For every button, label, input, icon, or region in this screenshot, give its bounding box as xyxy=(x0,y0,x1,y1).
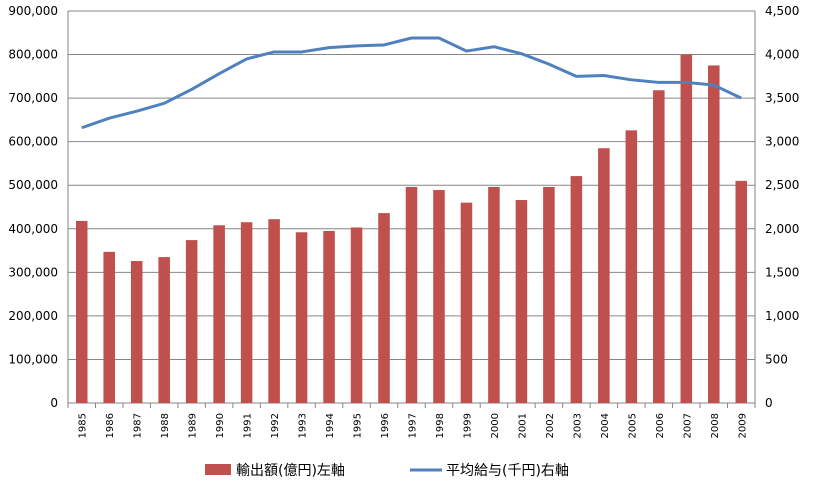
bar xyxy=(130,261,143,403)
bar xyxy=(460,202,473,403)
x-tick-label: 2009 xyxy=(737,413,748,438)
left-tick-label: 700,000 xyxy=(8,91,58,105)
right-tick-label: 500 xyxy=(765,352,788,366)
left-tick-label: 200,000 xyxy=(8,309,58,323)
bar xyxy=(598,148,610,403)
x-tick-label: 2002 xyxy=(545,413,556,438)
bar xyxy=(433,190,445,403)
legend-bar-label: 輸出額(億円)左軸 xyxy=(236,463,345,479)
x-tick-label: 1997 xyxy=(408,413,419,438)
x-tick-label: 2001 xyxy=(517,413,528,438)
x-tick-label: 1994 xyxy=(325,413,336,438)
bar xyxy=(570,176,583,403)
bar xyxy=(625,130,638,403)
x-tick-label: 1999 xyxy=(462,413,473,438)
x-tick-label: 1990 xyxy=(215,413,226,438)
x-tick-label: 2005 xyxy=(627,413,638,438)
x-tick-label: 2000 xyxy=(490,413,501,438)
bar xyxy=(268,219,280,403)
bar xyxy=(680,54,693,404)
x-tick-label: 1993 xyxy=(298,413,309,438)
x-tick-label: 1995 xyxy=(353,413,364,438)
right-tick-label: 4,500 xyxy=(765,4,799,18)
right-tick-label: 3,500 xyxy=(765,91,799,105)
legend: 輸出額(億円)左軸 平均給与(千円)右軸 xyxy=(205,463,569,479)
left-tick-label: 0 xyxy=(50,396,58,410)
right-tick-label: 2,500 xyxy=(765,178,799,192)
bar xyxy=(543,186,555,403)
x-tick-label: 1996 xyxy=(380,413,391,438)
bar-series xyxy=(75,54,748,404)
bar xyxy=(350,227,363,403)
right-tick-label: 0 xyxy=(765,396,773,410)
x-tick-label: 1985 xyxy=(78,413,89,438)
left-tick-label: 900,000 xyxy=(8,4,58,18)
right-tick-label: 4,000 xyxy=(765,48,799,62)
line-series xyxy=(81,36,742,130)
bar xyxy=(240,222,253,403)
right-tick-label: 1,000 xyxy=(765,309,799,323)
bar xyxy=(735,180,748,403)
bar xyxy=(488,186,500,403)
x-tick-label: 1998 xyxy=(435,413,446,438)
x-tick-label: 1991 xyxy=(243,413,254,438)
x-tick-label: 1986 xyxy=(105,413,116,438)
bar xyxy=(103,251,115,403)
bar xyxy=(295,232,308,403)
left-tick-label: 400,000 xyxy=(8,222,58,236)
x-tick-label: 1988 xyxy=(160,413,171,438)
legend-bar-swatch xyxy=(205,464,231,475)
x-tick-label: 2004 xyxy=(600,413,611,438)
left-tick-label: 500,000 xyxy=(8,178,58,192)
x-tick-label: 2006 xyxy=(655,413,666,438)
bar xyxy=(653,90,665,403)
x-tick-label: 1989 xyxy=(188,413,199,438)
x-tick-label: 1987 xyxy=(133,413,144,438)
right-tick-label: 1,500 xyxy=(765,265,799,279)
bar xyxy=(213,225,225,403)
legend-line-label: 平均給与(千円)右軸 xyxy=(446,463,569,479)
left-tick-label: 300,000 xyxy=(8,265,58,279)
bar xyxy=(378,213,390,403)
right-tick-label: 2,000 xyxy=(765,222,799,236)
left-tick-label: 600,000 xyxy=(8,135,58,149)
series-line xyxy=(81,36,742,130)
bar xyxy=(708,65,720,403)
bar xyxy=(405,186,418,403)
bar xyxy=(323,230,335,403)
bar xyxy=(515,200,528,403)
left-tick-label: 100,000 xyxy=(8,352,58,366)
axes xyxy=(67,11,756,408)
x-axis-ticks: 1985 1986 1987 1988 1989 1990 1991 1992 1993 1994… xyxy=(78,413,749,438)
bar xyxy=(75,220,88,403)
x-tick-label: 1992 xyxy=(270,413,281,438)
right-axis-ticks: 0 500 1,000 1,500 2,000 2,500 3,000 3,500 4,000 4… xyxy=(765,4,799,410)
bar xyxy=(185,240,198,403)
x-tick-label: 2007 xyxy=(682,413,693,438)
left-tick-label: 800,000 xyxy=(8,48,58,62)
right-tick-label: 3,000 xyxy=(765,135,799,149)
left-axis-ticks: 0 100,000 200,000 300,000 400,000 500,000 600,… xyxy=(8,4,58,410)
x-tick-label: 2008 xyxy=(710,413,721,438)
bar xyxy=(158,257,170,403)
x-tick-label: 2003 xyxy=(572,413,583,438)
